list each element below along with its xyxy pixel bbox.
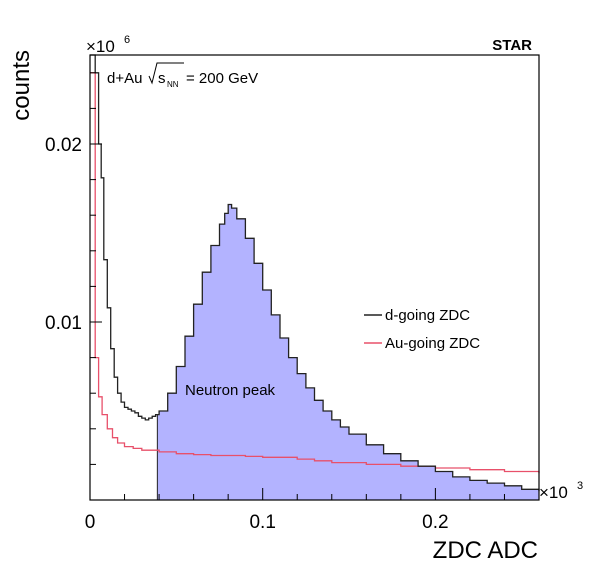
y-tick-label: 0.02 <box>45 135 82 156</box>
x-tick-label: 0 <box>85 512 96 533</box>
system-label-sqrt: s <box>158 70 166 87</box>
x-tick-label: 0.1 <box>249 512 275 533</box>
system-label-prefix: d+Au <box>107 70 142 87</box>
legend: d-going ZDC Au-going ZDC <box>364 307 480 352</box>
legend-label-au-going: Au-going ZDC <box>385 335 480 352</box>
series-layer <box>90 54 540 492</box>
y-multiplier-base: ×10 <box>86 37 115 56</box>
neutron-peak-annotation: Neutron peak <box>185 382 276 399</box>
x-tick-label: 0.2 <box>422 512 448 533</box>
sqrt-symbol <box>148 62 184 85</box>
y-multiplier-exp: 6 <box>124 34 130 46</box>
x-multiplier: ×10 3 <box>539 480 583 502</box>
system-label-sub: NN <box>167 80 179 89</box>
series-line-d-going <box>90 54 540 492</box>
ticks-layer: 0 0.1 0.2 0.01 0.02 <box>45 72 540 533</box>
x-multiplier-exp: 3 <box>577 480 583 492</box>
experiment-label: STAR <box>492 37 532 54</box>
system-label-suffix: = 200 GeV <box>186 70 258 87</box>
x-axis-title: ZDC ADC <box>433 537 538 564</box>
y-axis-title: counts <box>8 50 35 121</box>
legend-label-d-going: d-going ZDC <box>385 307 470 324</box>
y-tick-label: 0.01 <box>45 313 82 334</box>
shaded-area-layer <box>156 204 540 500</box>
plot-frame <box>89 54 540 501</box>
y-multiplier: ×10 6 <box>86 34 130 56</box>
neutron-peak-shaded-area <box>157 204 540 500</box>
system-label: d+Au s NN = 200 GeV <box>107 62 258 89</box>
x-multiplier-base: ×10 <box>539 483 568 502</box>
